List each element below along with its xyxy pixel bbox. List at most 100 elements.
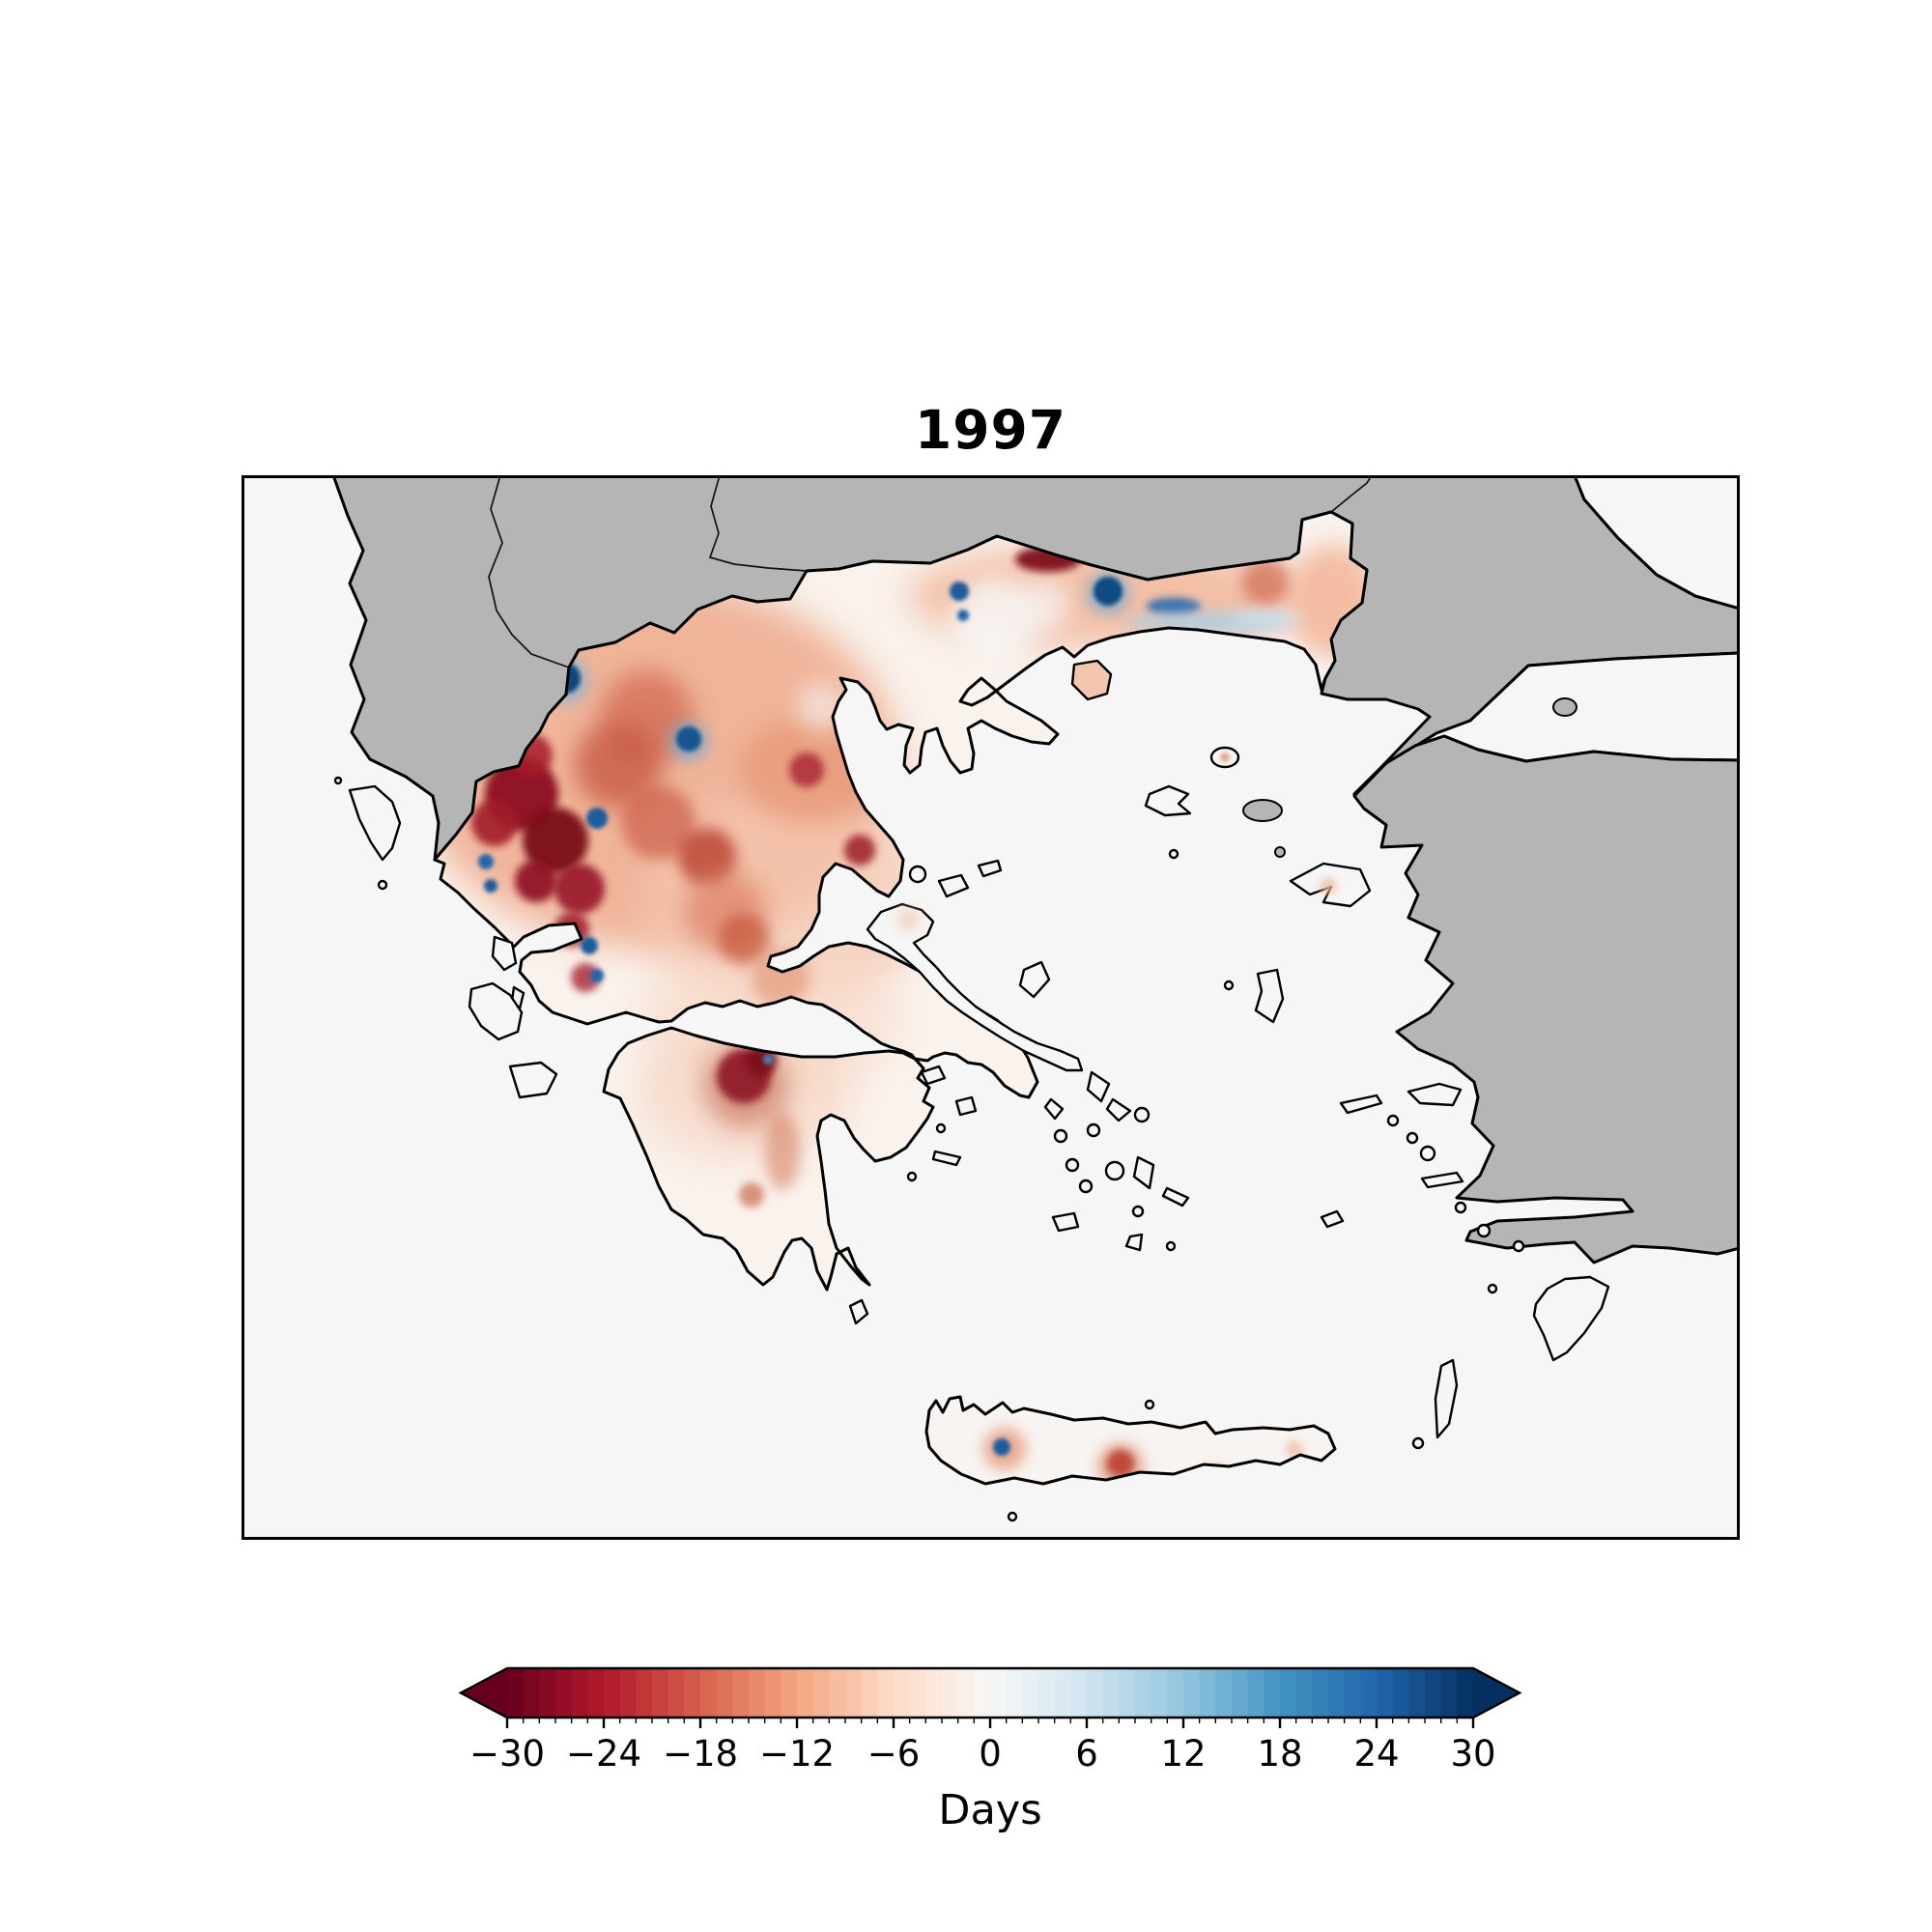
colorbar-axis-label: Days bbox=[938, 1786, 1041, 1834]
island-ios bbox=[1131, 1205, 1145, 1218]
island-samos bbox=[1406, 1082, 1463, 1107]
island-agios-efstratios bbox=[1168, 848, 1179, 860]
colorbar-band bbox=[636, 1668, 653, 1718]
island-milos bbox=[1051, 1211, 1080, 1233]
colorbar-extend-right-arrow bbox=[1473, 1668, 1520, 1718]
colorbar-band bbox=[1183, 1668, 1201, 1718]
island-dia bbox=[1144, 1399, 1155, 1410]
colorbar-band bbox=[700, 1668, 718, 1718]
island-skopelos bbox=[937, 873, 970, 898]
black-sea-corner bbox=[1573, 475, 1740, 611]
island-gavdos bbox=[1007, 1511, 1018, 1522]
border-albania-nmacedonia bbox=[488, 475, 570, 668]
colorbar-tick-label: −6 bbox=[867, 1733, 921, 1775]
island-euboea bbox=[866, 902, 1084, 1072]
island-limnos bbox=[1144, 784, 1192, 817]
colorbar-band bbox=[797, 1668, 814, 1718]
island-paxi bbox=[377, 879, 388, 891]
colorbar-band bbox=[1087, 1668, 1104, 1718]
island-tilos bbox=[1476, 1223, 1492, 1238]
colorbar-tick-label: 18 bbox=[1257, 1733, 1302, 1775]
island-amorgos bbox=[1161, 1186, 1190, 1208]
colorbar-band bbox=[1360, 1668, 1378, 1718]
colorbar-band bbox=[604, 1668, 621, 1718]
colorbar-band bbox=[1280, 1668, 1297, 1718]
island-psara bbox=[1223, 980, 1235, 991]
colorbar-band bbox=[732, 1668, 750, 1718]
colorbar-band bbox=[1457, 1668, 1474, 1718]
colorbar-band bbox=[668, 1668, 686, 1718]
neighboring-land-anatolia bbox=[1352, 734, 1740, 1264]
colorbar-band bbox=[812, 1668, 831, 1718]
colorbar-band bbox=[1440, 1668, 1459, 1718]
colorbar-band bbox=[957, 1668, 976, 1718]
island-symi bbox=[1512, 1239, 1525, 1253]
island-thasos bbox=[1070, 659, 1113, 701]
colorbar-band bbox=[571, 1668, 589, 1718]
colorbar-band bbox=[894, 1668, 911, 1718]
island-spetses bbox=[906, 1171, 918, 1182]
colorbar-band bbox=[587, 1668, 605, 1718]
colorbar-band bbox=[909, 1668, 927, 1718]
island-salamis bbox=[920, 1065, 947, 1086]
colorbar-band bbox=[1264, 1668, 1281, 1718]
colorbar-band bbox=[749, 1668, 766, 1718]
euboea-spot bbox=[896, 908, 920, 931]
colorbar-band bbox=[1006, 1668, 1024, 1718]
colorbar-band bbox=[1135, 1668, 1152, 1718]
colorbar-band bbox=[877, 1668, 895, 1718]
island-naxos bbox=[1132, 1155, 1155, 1190]
colorbar-gradient bbox=[507, 1668, 1474, 1718]
colorbar-band bbox=[1070, 1668, 1088, 1718]
colorbar-band bbox=[1022, 1668, 1039, 1718]
colorbar-band bbox=[861, 1668, 879, 1718]
greece-coastline bbox=[433, 510, 1369, 1292]
island-chalki bbox=[1487, 1283, 1498, 1294]
island-kythira bbox=[848, 1298, 869, 1325]
colorbar-band bbox=[684, 1668, 701, 1718]
colorbar-tick-label: −24 bbox=[566, 1733, 641, 1775]
colorbar-band bbox=[845, 1668, 863, 1718]
colorbar-band bbox=[1328, 1668, 1346, 1718]
colorbar-band bbox=[925, 1668, 943, 1718]
colorbar-tick-label: 6 bbox=[1075, 1733, 1098, 1775]
colorbar-band bbox=[829, 1668, 846, 1718]
colorbar-tick-label: 24 bbox=[1353, 1733, 1399, 1775]
island-hydra bbox=[931, 1150, 962, 1167]
colorbar-band bbox=[1215, 1668, 1233, 1718]
island-kalymnos bbox=[1419, 1145, 1436, 1162]
island-alonissos bbox=[977, 859, 1003, 878]
island-anafi bbox=[1165, 1240, 1177, 1252]
island-corfu bbox=[348, 784, 402, 862]
greek-islands bbox=[333, 659, 1610, 1522]
island-sifnos bbox=[1078, 1179, 1094, 1194]
island-astypalaia bbox=[1320, 1209, 1345, 1229]
bozcaada-island bbox=[1274, 846, 1286, 858]
colorbar-band bbox=[990, 1668, 1008, 1718]
colorbar-band bbox=[652, 1668, 669, 1718]
border-nmacedonia-bulgaria bbox=[708, 475, 808, 572]
island-karpathos bbox=[1434, 1358, 1459, 1439]
colorbar-band bbox=[1167, 1668, 1184, 1718]
island-rhodes bbox=[1532, 1275, 1610, 1362]
island-syros bbox=[1086, 1122, 1101, 1138]
colorbar-band bbox=[1102, 1668, 1121, 1718]
colorbar-band bbox=[1199, 1668, 1217, 1718]
colorbar-band bbox=[555, 1668, 573, 1718]
colorbar-tick-label: −12 bbox=[759, 1733, 835, 1775]
map-frame bbox=[242, 475, 1740, 1540]
gokceada-island bbox=[1242, 799, 1283, 822]
colorbar-band bbox=[1425, 1668, 1442, 1718]
colorbar: −30 −24 −18 −12 −6 0 6 12 18 24 30 Days bbox=[458, 1666, 1522, 1834]
colorbar-band bbox=[1295, 1668, 1314, 1718]
island-skiathos bbox=[908, 865, 927, 884]
island-diapontia bbox=[333, 776, 343, 785]
anomaly-field bbox=[435, 545, 1367, 1208]
island-santorini bbox=[1124, 1233, 1144, 1252]
colorbar-band bbox=[716, 1668, 734, 1718]
island-andros bbox=[1086, 1070, 1111, 1103]
colorbar-tick-label: 0 bbox=[979, 1733, 1002, 1775]
colorbar-band bbox=[1247, 1668, 1265, 1718]
colorbar-band bbox=[764, 1668, 782, 1718]
colorbar-band bbox=[942, 1668, 959, 1718]
